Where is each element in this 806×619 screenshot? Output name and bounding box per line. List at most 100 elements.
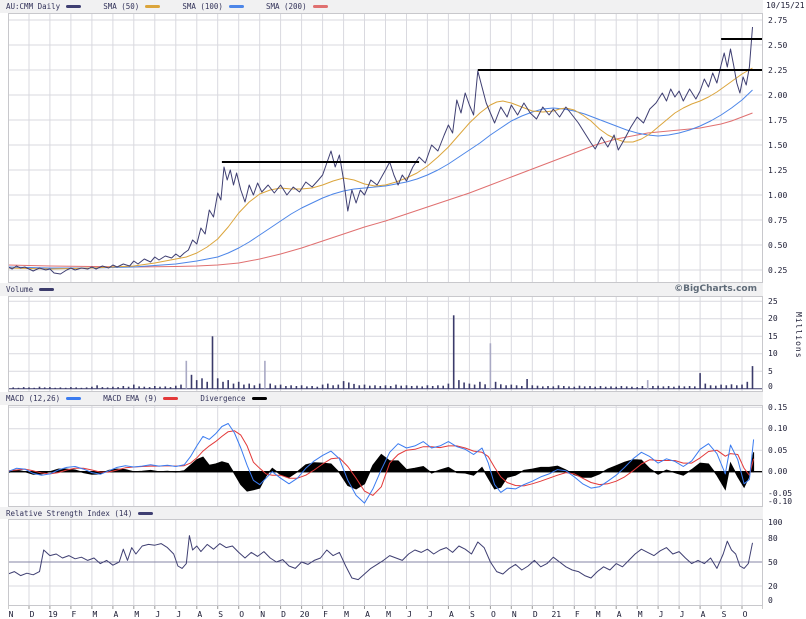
volume-bar (211, 336, 214, 389)
volume-bar (631, 386, 633, 389)
volume-bar (751, 366, 754, 389)
volume-bar (442, 385, 444, 389)
volume-bar (143, 386, 146, 389)
volume-bar (583, 386, 586, 389)
x-tick-label: M (638, 610, 643, 619)
volume-label: Volume (6, 285, 34, 294)
volume-bar (620, 386, 623, 389)
x-tick-label: F (71, 610, 76, 619)
macd-y-tick-label: 0.15 (768, 402, 788, 412)
sma-100--line (8, 89, 753, 269)
divergence-swatch (251, 397, 267, 400)
volume-bar (426, 385, 429, 389)
volume-legend: Volume ©BigCharts.com (0, 283, 763, 296)
main-chart-legend: AU:CMM Daily SMA (50) SMA (100) SMA (200… (0, 0, 763, 13)
price-y-tick-label: 1.25 (768, 165, 788, 175)
volume-bar (374, 385, 376, 389)
volume-bar (22, 387, 25, 389)
sma-50--line (8, 67, 753, 270)
volume-bar (479, 381, 481, 389)
volume-bar (526, 379, 528, 389)
volume-bar (641, 386, 644, 389)
volume-bar (594, 386, 596, 389)
volume-bar (70, 387, 72, 389)
volume-bar (720, 384, 722, 389)
rsi-y-tick-label: 0 (768, 595, 773, 605)
price-y-tick-label: 2.25 (768, 65, 788, 75)
legend-item-macd: MACD (12,26) (6, 394, 82, 403)
volume-bar (227, 380, 229, 389)
legend-item-symbol: AU:CMM Daily (6, 2, 82, 11)
volume-y-tick-label: 0 (768, 381, 773, 391)
volume-bar (683, 386, 686, 389)
volume-bar (222, 381, 224, 389)
volume-bar (510, 384, 513, 389)
macd-y-tick-label: -0.05 (768, 488, 793, 498)
volume-bar (730, 384, 733, 389)
volume-bar (101, 387, 104, 389)
volume-bar (515, 385, 518, 389)
volume-bar (704, 383, 707, 389)
y-axis-column: 10/15/21 Millions 2.75 2.50 2.25 2.00 1.75 1.… (763, 0, 806, 619)
volume-bar (468, 383, 471, 389)
x-tick-label: 20 (300, 610, 310, 619)
volume-bar (531, 385, 534, 389)
volume-bar (657, 385, 659, 389)
divergence-label: Divergence (200, 394, 246, 403)
x-tick-label: A (365, 610, 370, 619)
volume-bar (49, 387, 51, 389)
volume-bar (667, 386, 670, 389)
volume-bar (290, 385, 292, 389)
volume-bar (473, 384, 476, 389)
x-tick-label: D (533, 610, 538, 619)
legend-item-sma100: SMA (100) (182, 2, 244, 11)
volume-bar (458, 380, 460, 389)
volume-bar (332, 385, 334, 389)
volume-bar (175, 385, 177, 389)
volume-bar (652, 386, 654, 389)
x-tick-label: D (30, 610, 35, 619)
volume-bar (489, 343, 492, 389)
volume-bar (253, 385, 256, 389)
last-date-label: 10/15/21 (766, 1, 805, 10)
price-y-tick-label: 1.50 (768, 140, 788, 150)
volume-bar (736, 385, 738, 389)
sma200-swatch (312, 5, 328, 8)
volume-bar (106, 387, 109, 389)
volume-bar (421, 386, 423, 389)
price-y-tick-label: 0.75 (768, 215, 788, 225)
volume-bar (216, 378, 219, 389)
x-tick-label: S (218, 610, 223, 619)
panel-border (8, 296, 763, 392)
volume-bar (688, 386, 691, 389)
volume-bar (384, 385, 387, 389)
x-tick-label: J (407, 610, 412, 619)
volume-bar (327, 383, 329, 389)
volume-bar (500, 384, 502, 389)
macd-legend: MACD (12,26) MACD EMA (9) Divergence (0, 392, 763, 405)
price-y-tick-label: 0.25 (768, 265, 788, 275)
rsi-y-tick-label: 50 (768, 557, 778, 567)
legend-item-sma200: SMA (200) (266, 2, 328, 11)
volume-bar (28, 387, 30, 389)
x-tick-label: J (659, 610, 664, 619)
volume-y-tick-label: 20 (768, 314, 778, 324)
volume-unit-label: Millions (794, 312, 803, 359)
volume-bar (321, 384, 324, 389)
volume-bar (43, 387, 46, 389)
volume-bar (348, 382, 350, 389)
sma50-swatch (145, 5, 161, 8)
price-y-tick-label: 1.75 (768, 115, 788, 125)
macd-line (8, 423, 755, 504)
x-tick-label: D (281, 610, 286, 619)
legend-item-sma50: SMA (50) (103, 2, 161, 11)
x-tick-label: N (260, 610, 265, 619)
volume-bar (237, 381, 240, 389)
macd-line-swatch (66, 397, 82, 400)
sma-200--line (8, 112, 753, 268)
volume-bar (636, 387, 638, 389)
volume-bar (358, 385, 361, 389)
volume-bar (285, 386, 287, 389)
x-tick-label: S (722, 610, 727, 619)
